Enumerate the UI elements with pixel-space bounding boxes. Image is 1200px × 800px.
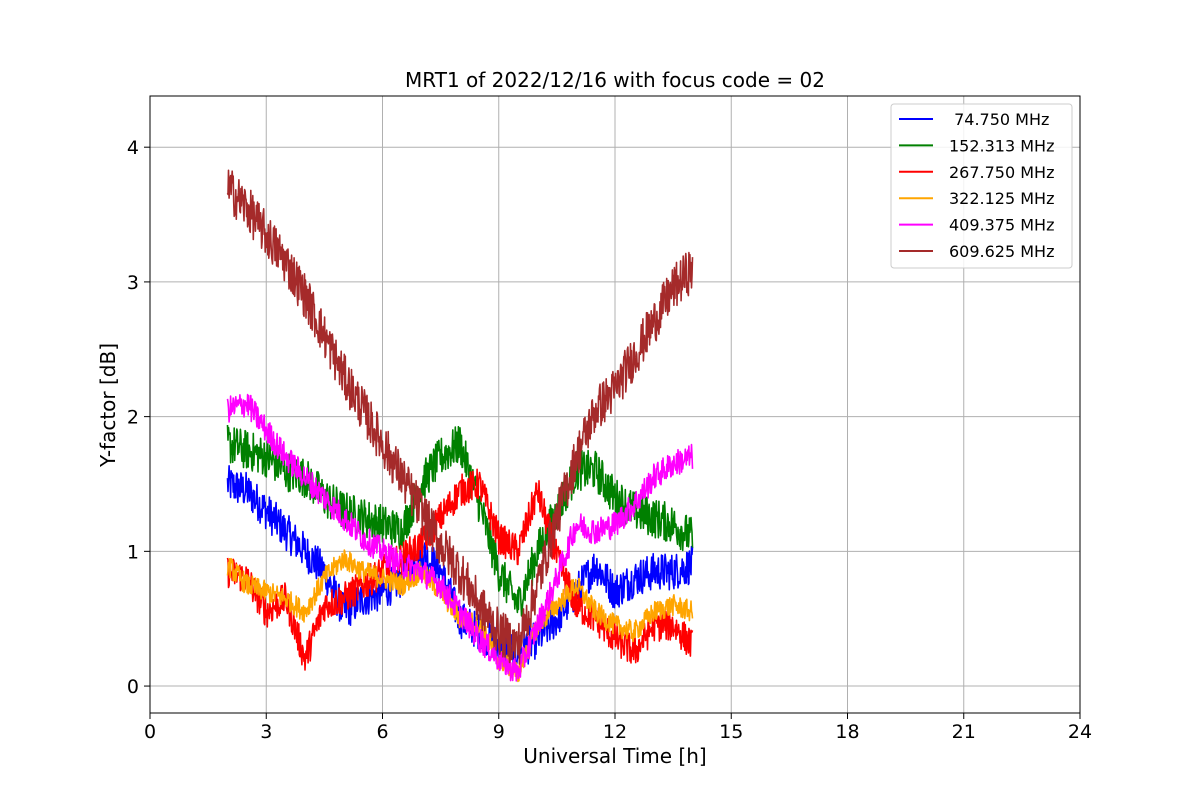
series-line-1 — [226, 464, 694, 670]
series-line-5 — [226, 393, 694, 682]
x-tick-label: 0 — [144, 721, 156, 743]
y-tick-label: 2 — [127, 407, 139, 429]
x-axis-label: Universal Time [h] — [523, 744, 706, 768]
x-tick-label: 21 — [952, 721, 976, 743]
chart-title: MRT1 of 2022/12/16 with focus code = 02 — [405, 68, 825, 92]
legend-label: 322.125 MHz — [949, 189, 1054, 208]
legend-label: 267.750 MHz — [949, 163, 1054, 182]
y-tick-label: 4 — [127, 137, 139, 159]
series-line-3 — [226, 468, 694, 671]
x-tick-label: 3 — [260, 721, 272, 743]
legend-label: 152.313 MHz — [949, 136, 1054, 155]
x-tick-label: 9 — [493, 721, 505, 743]
y-tick-label: 3 — [127, 272, 139, 294]
y-tick-label: 1 — [127, 541, 139, 563]
x-tick-label: 15 — [719, 721, 743, 743]
legend-label: 409.375 MHz — [949, 216, 1054, 235]
legend-box — [890, 103, 1073, 269]
legend: 74.750 MHz 152.313 MHz 267.750 MHz 322.125 … — [890, 103, 1073, 269]
series-line-6 — [226, 169, 694, 665]
legend-label: 74.750 MHz — [949, 110, 1049, 129]
series-layer — [226, 169, 694, 683]
legend-label: 609.625 MHz — [949, 242, 1054, 261]
y-tick-label: 0 — [127, 676, 139, 698]
x-tick-label: 12 — [603, 721, 627, 743]
y-axis-label: Y-factor [dB] — [96, 343, 120, 468]
x-tick-label: 24 — [1068, 721, 1092, 743]
x-tick-label: 6 — [376, 721, 388, 743]
x-tick-label: 18 — [835, 721, 859, 743]
